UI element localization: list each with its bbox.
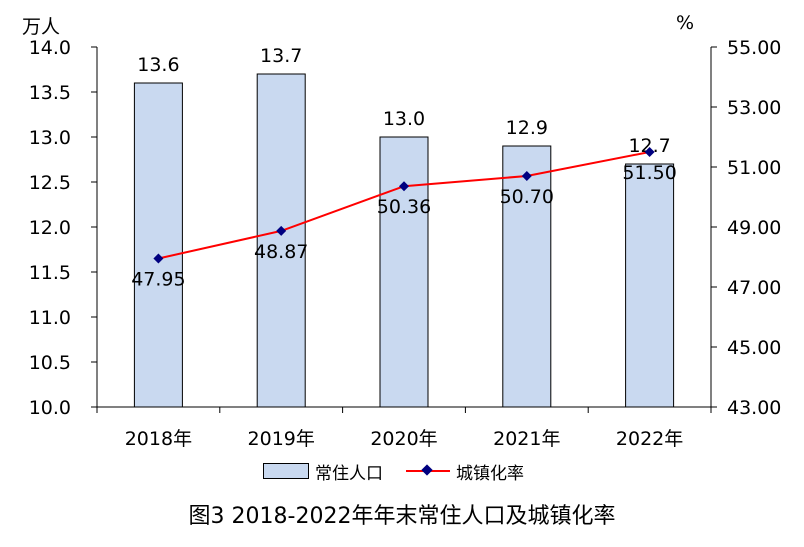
bar xyxy=(379,136,429,408)
line-point-marker xyxy=(399,181,409,192)
legend-label-population: 常住人口 xyxy=(315,463,383,484)
x-tick-label: 2019年 xyxy=(248,428,315,450)
line-data-label: 50.36 xyxy=(377,196,431,218)
y1-tick-label: 12.5 xyxy=(29,172,71,194)
line-point-marker xyxy=(644,147,655,157)
y1-tick-label: 11.0 xyxy=(29,307,71,329)
line-point-marker xyxy=(521,171,532,181)
bar xyxy=(502,145,552,408)
y1-axis: 10.0 10.5 11.0 11.5 12.0 12.5 13.0 13.5 14.0 xyxy=(29,37,98,419)
line-data-label: 47.95 xyxy=(131,269,185,291)
bar-data-label: 12.7 xyxy=(628,135,670,157)
legend-label-urbanization: 城镇化率 xyxy=(456,463,524,484)
line-data-label: 51.50 xyxy=(622,162,676,184)
x-tick-label: 2021年 xyxy=(493,428,560,450)
x-tick-label: 2020年 xyxy=(370,428,437,450)
chart-title: 图3 2018-2022年年末常住人口及城镇化率 xyxy=(188,504,616,529)
bar-data-label: 13.6 xyxy=(137,54,179,76)
bar xyxy=(133,82,183,408)
bar-data-label: 13.7 xyxy=(260,45,302,67)
x-tick-label: 2022年 xyxy=(616,428,683,450)
y1-tick-label: 14.0 xyxy=(29,37,71,59)
y2-tick-label: 51.00 xyxy=(727,157,781,179)
y2-tick-label: 53.00 xyxy=(727,97,781,119)
bar xyxy=(256,73,306,408)
bar-data-label: 12.9 xyxy=(506,117,548,139)
y1-tick-label: 11.5 xyxy=(29,262,71,284)
bar-series xyxy=(133,73,675,408)
line-point-marker xyxy=(276,225,287,236)
y2-axis: 43.00 45.00 47.00 49.00 51.00 53.00 55.00 xyxy=(710,37,781,419)
y1-tick-label: 12.0 xyxy=(29,217,71,239)
legend-item-urbanization: 城镇化率 xyxy=(406,456,524,486)
y2-tick-label: 43.00 xyxy=(727,397,781,419)
y2-tick-label: 49.00 xyxy=(727,217,781,239)
line-point-marker xyxy=(153,253,164,264)
y2-tick-label: 47.00 xyxy=(727,277,781,299)
line-labels: 47.95 48.87 50.36 50.70 51.50 xyxy=(131,162,677,291)
legend-bar-swatch xyxy=(263,463,309,479)
x-tick-label: 2018年 xyxy=(125,428,192,450)
legend-line-swatch xyxy=(406,464,450,478)
legend-item-population: 常住人口 xyxy=(263,456,383,486)
y2-tick-label: 45.00 xyxy=(727,337,781,359)
bar-labels: 13.6 13.7 13.0 12.9 12.7 xyxy=(137,45,671,157)
bar xyxy=(625,163,675,408)
y2-tick-label: 55.00 xyxy=(727,37,781,59)
x-axis: 2018年 2019年 2020年 2021年 2022年 xyxy=(96,406,712,450)
y1-tick-label: 13.0 xyxy=(29,127,71,149)
legend: 常住人口 城镇化率 xyxy=(0,456,804,486)
y1-tick-label: 10.5 xyxy=(29,352,71,374)
y1-tick-label: 13.5 xyxy=(29,82,71,104)
line-series xyxy=(153,147,655,264)
y1-tick-label: 10.0 xyxy=(29,397,71,419)
line-data-label: 48.87 xyxy=(254,241,308,263)
bar-data-label: 13.0 xyxy=(383,108,425,130)
y1-unit-label: 万人 xyxy=(22,16,61,38)
y2-unit-label: % xyxy=(676,12,695,34)
line-data-label: 50.70 xyxy=(500,186,554,208)
